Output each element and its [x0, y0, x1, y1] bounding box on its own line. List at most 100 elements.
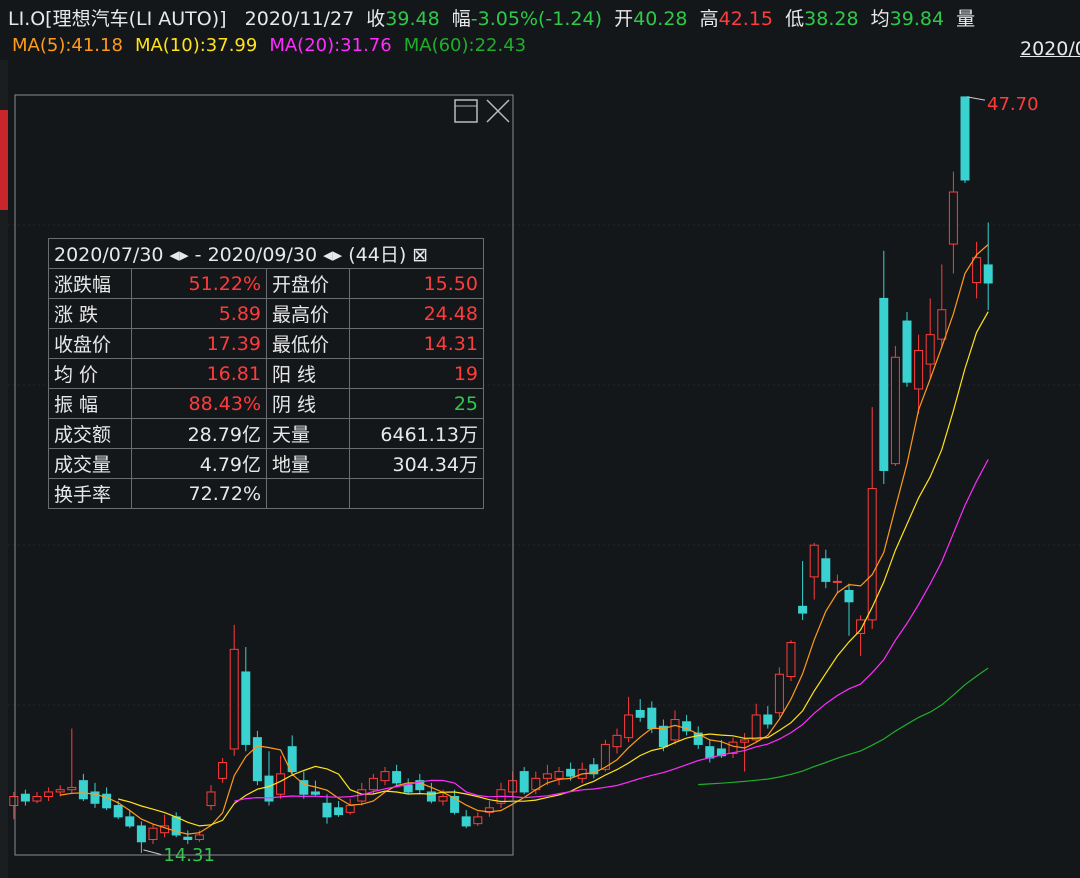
selection-box [14, 94, 514, 856]
plot: 47.70 14.31 [9, 94, 1039, 866]
panel-row: 收盘价 17.39 最低价 14.31 [48, 328, 484, 359]
candle-body [32, 795, 42, 802]
candle-body [322, 802, 332, 818]
panel-header: 2020/07/30 ◂▸ - 2020/09/30 ◂▸ (44日) ⊠ [48, 238, 484, 269]
candle-body [809, 544, 819, 578]
candle-body [206, 791, 216, 807]
panel-cell [266, 478, 350, 509]
candle-body [380, 771, 390, 782]
side-bar [0, 60, 8, 878]
candle-body [78, 780, 88, 800]
candle-body [334, 807, 344, 816]
annotation-label: 47.70 [987, 94, 1039, 115]
candle-body [473, 816, 483, 825]
candle-body [287, 746, 297, 773]
candle-body [194, 834, 204, 841]
panel-row: 均 价 16.81 阳 线 19 [48, 358, 484, 389]
candle-body [44, 791, 54, 797]
value: 39.84 [889, 8, 945, 30]
range-start: 2020/07/30 [54, 244, 164, 266]
panel-cell: 均 价 [48, 358, 132, 389]
candle-body [542, 773, 552, 779]
candle-body [948, 191, 958, 245]
annotation-arrow [966, 96, 986, 101]
panel-cell: 72.72% [131, 478, 267, 509]
candle-body [600, 743, 610, 770]
label: 高 [699, 8, 719, 30]
panel-cell: 天量 [266, 418, 350, 449]
candle-body [20, 793, 30, 802]
candle-body [589, 764, 599, 775]
panel-cell: 收盘价 [48, 328, 132, 359]
candle-body [647, 707, 657, 730]
candle-body [252, 737, 262, 782]
ma-legend-item: MA(60):22.43 [403, 35, 527, 56]
ma-line [698, 667, 989, 786]
candle-body [751, 714, 761, 741]
panel-cell: 换手率 [48, 478, 132, 509]
label: 量 [956, 8, 976, 30]
candle-body [554, 771, 564, 779]
candle-body [113, 805, 123, 818]
ma-legend-item: MA(5):41.18 [12, 35, 123, 56]
panel-cell: 15.50 [349, 268, 484, 299]
candle-body [392, 771, 402, 784]
ma-line [118, 311, 989, 827]
label: 收 [366, 8, 386, 30]
panel-cell: 最低价 [266, 328, 350, 359]
candle-body [774, 673, 784, 714]
panel-cell: 阴 线 [266, 388, 350, 419]
candle-body [519, 771, 529, 793]
panel-cell: 地量 [266, 448, 350, 479]
candle-body [310, 791, 320, 795]
panel-cell: 304.34万 [349, 448, 484, 479]
value: 38.28 [804, 8, 859, 30]
candle-body [728, 741, 738, 754]
candle-body [705, 746, 715, 759]
panel-cell: 88.43% [131, 388, 267, 419]
candle-body [716, 748, 726, 757]
panel-row: 涨 跌 5.89 最高价 24.48 [48, 298, 484, 329]
close-icon[interactable] [486, 99, 510, 123]
candle-body [925, 334, 935, 365]
candle-body [566, 768, 576, 777]
symbol: LI.O[理想汽车(LI AUTO)] [8, 8, 227, 30]
panel-row: 成交额 28.79亿 天量 6461.13万 [48, 418, 484, 449]
candle-body [55, 789, 65, 793]
side-tab-active[interactable] [0, 110, 8, 210]
candle-body [229, 648, 239, 750]
range-end: 2020/09/30 [207, 244, 318, 266]
panel-cell: 19 [349, 358, 484, 389]
panel-cell: 24.48 [349, 298, 484, 329]
panel-cell: 14.31 [349, 328, 484, 359]
panel-row: 涨跌幅 51.22% 开盘价 15.50 [48, 268, 484, 299]
value: 42.15 [718, 8, 774, 30]
panel-cell: 28.79亿 [131, 418, 267, 449]
candle-body [67, 786, 77, 791]
panel-cell: 涨跌幅 [48, 268, 132, 299]
candle-body [241, 671, 251, 745]
panel-cell: 17.39 [131, 328, 267, 359]
panel-row: 换手率 72.72% [48, 478, 484, 509]
candle-body [299, 780, 309, 795]
candle-body [183, 836, 193, 841]
candle-body [102, 793, 112, 809]
candle-body [403, 784, 413, 793]
label: 均 [870, 8, 890, 30]
panel-cell: 25 [349, 388, 484, 419]
annotation-arrow [143, 849, 162, 856]
candle-body [438, 795, 448, 802]
candle-body [914, 349, 924, 390]
restore-icon[interactable] [454, 99, 478, 123]
candle-body [937, 309, 947, 340]
value: 39.48 [385, 8, 440, 30]
header: LI.O[理想汽车(LI AUTO)] 2020/11/27 收39.48 幅-… [8, 4, 975, 31]
date: 2020/11/27 [244, 8, 355, 30]
label: 幅 [451, 8, 471, 30]
panel-row: 成交量 4.79亿 地量 304.34万 [48, 448, 484, 479]
panel-cell: 16.81 [131, 358, 267, 389]
candle-body [786, 642, 796, 677]
candle-body [136, 825, 146, 843]
candle-body [821, 558, 831, 582]
candle-body [890, 356, 900, 465]
